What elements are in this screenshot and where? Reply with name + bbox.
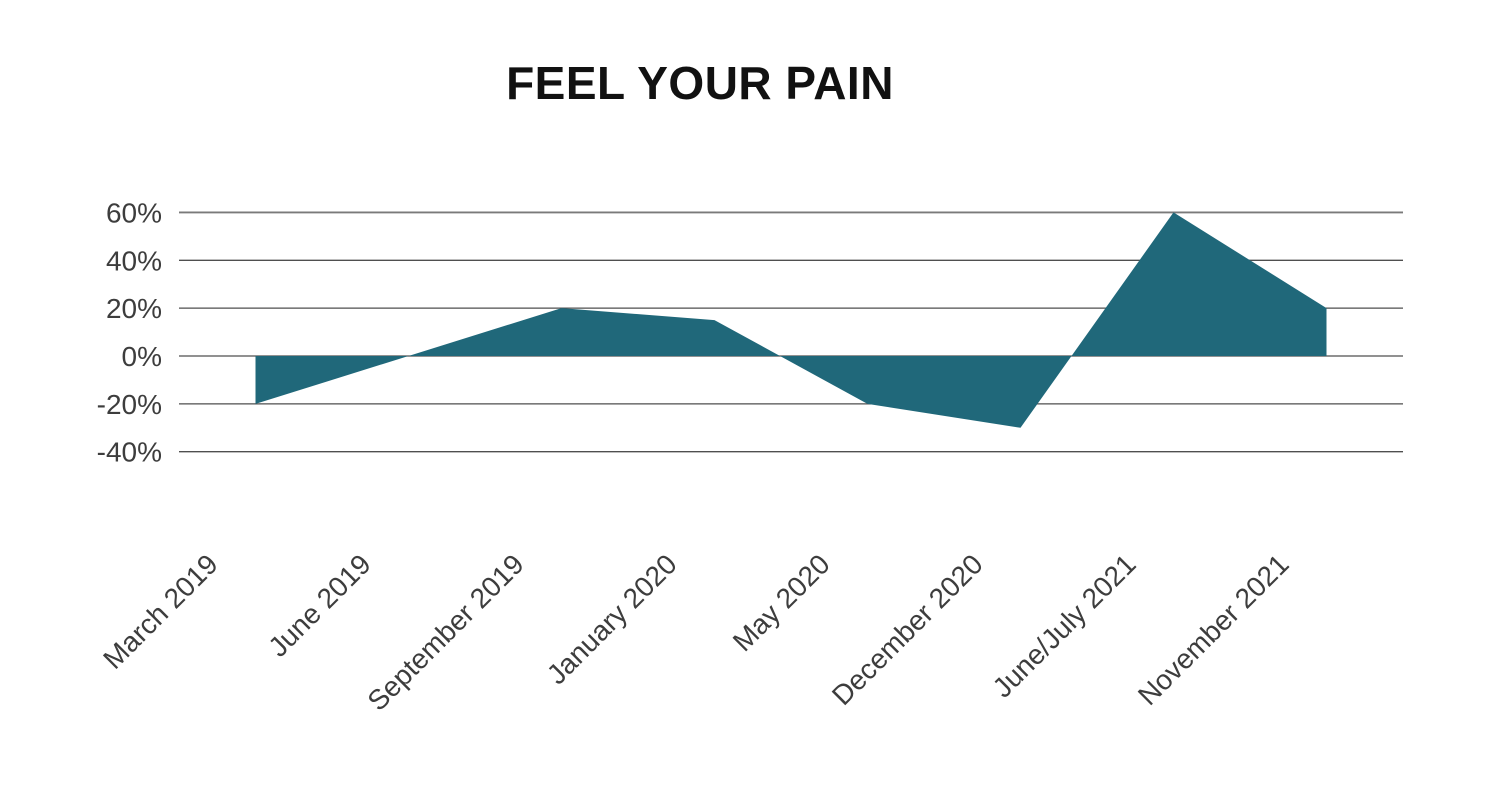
y-axis-tick-label: 60% — [106, 197, 162, 228]
x-axis-category-label: June 2019 — [262, 548, 376, 662]
y-axis-tick-label: 40% — [106, 245, 162, 276]
y-axis-tick-label: -40% — [97, 437, 162, 468]
x-axis-category-label: December 2020 — [826, 548, 989, 711]
y-axis-tick-label: 0% — [122, 341, 162, 372]
y-axis-tick-label: 20% — [106, 293, 162, 324]
x-axis-category-label: January 2020 — [541, 548, 683, 690]
pain-area-shape — [255, 212, 1327, 428]
x-axis-category-label: May 2020 — [727, 548, 836, 657]
x-axis-category-label: March 2019 — [97, 548, 223, 674]
x-axis-category-label: September 2019 — [361, 548, 529, 716]
x-axis-category-label: June/July 2021 — [987, 548, 1142, 703]
y-axis-tick-label: -20% — [97, 389, 162, 420]
x-axis-category-label: November 2021 — [1132, 548, 1295, 711]
chart-title: FEEL YOUR PAIN — [506, 57, 894, 109]
